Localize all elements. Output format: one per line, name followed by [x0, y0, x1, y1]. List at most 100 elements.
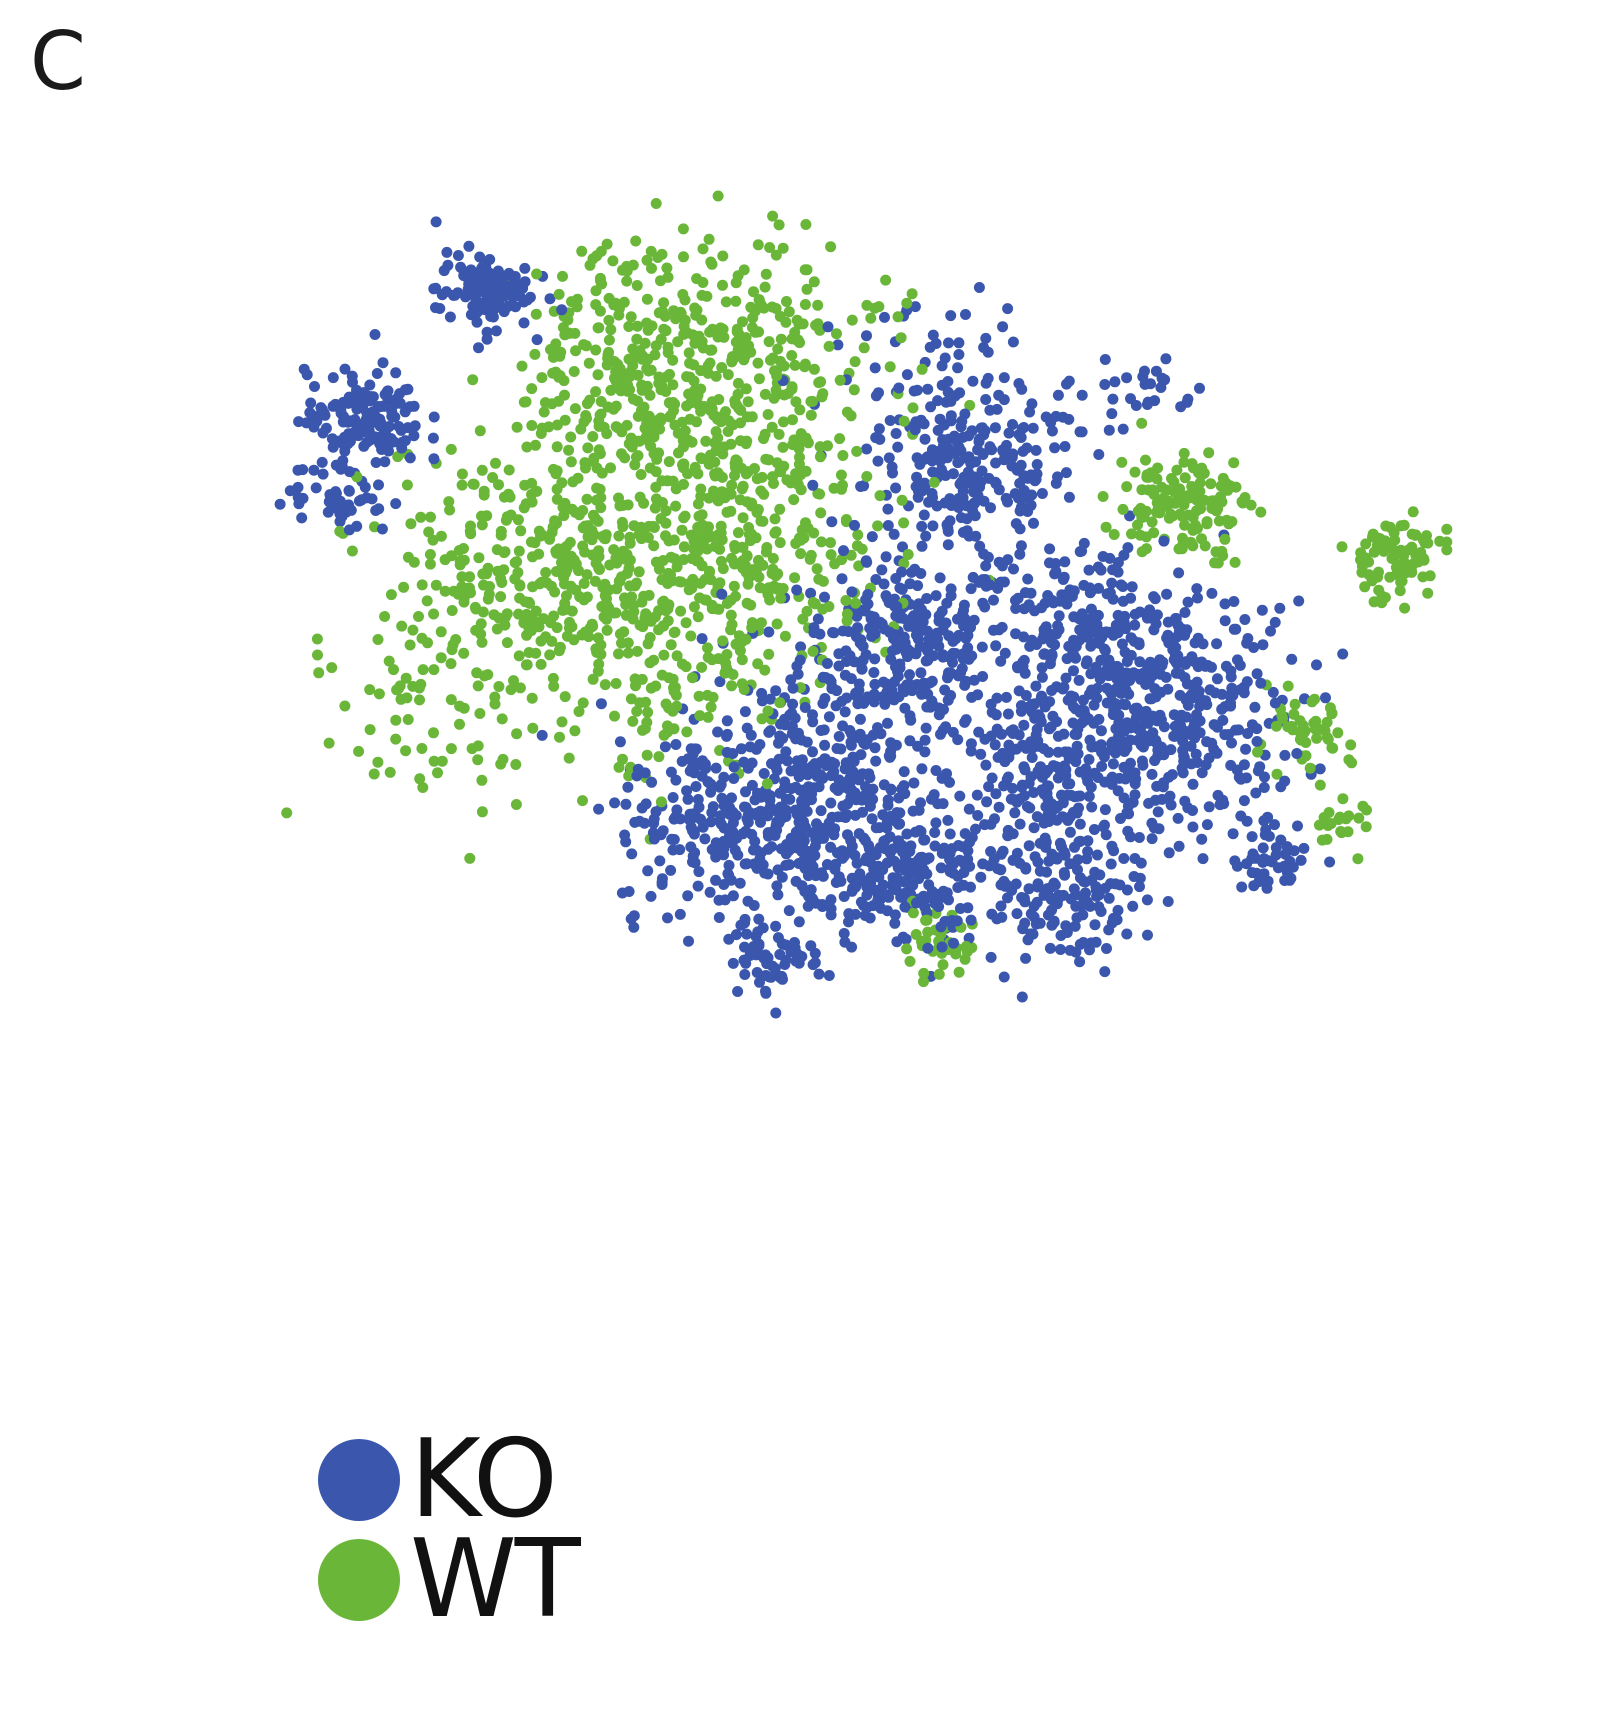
- legend-label-ko: KO: [410, 1417, 558, 1542]
- scatter-point-ko: [1116, 638, 1128, 650]
- scatter-point-ko: [903, 877, 915, 889]
- scatter-point-wt: [563, 444, 575, 456]
- scatter-point-ko: [1101, 682, 1113, 694]
- scatter-point-ko: [825, 770, 837, 782]
- scatter-point-ko: [842, 829, 853, 841]
- scatter-point-ko: [791, 584, 803, 596]
- scatter-point-wt: [667, 673, 679, 685]
- scatter-point-wt: [735, 417, 746, 429]
- scatter-point-ko: [1238, 759, 1250, 771]
- scatter-point-wt: [390, 714, 402, 726]
- scatter-point-wt: [1199, 540, 1211, 552]
- scatter-point-ko: [942, 442, 954, 454]
- scatter-point-wt: [714, 543, 726, 555]
- scatter-point-wt: [573, 706, 585, 717]
- scatter-point-ko: [832, 811, 844, 823]
- scatter-point-ko: [843, 908, 855, 920]
- scatter-point-wt: [661, 262, 673, 274]
- scatter-point-wt: [593, 420, 605, 432]
- scatter-point-wt: [1211, 505, 1222, 517]
- scatter-point-wt: [536, 576, 548, 588]
- scatter-point-ko: [926, 488, 938, 499]
- scatter-point-wt: [834, 433, 846, 445]
- scatter-point-wt: [634, 697, 646, 709]
- scatter-point-wt: [1271, 768, 1283, 780]
- scatter-point-wt: [511, 728, 523, 740]
- scatter-point-ko: [813, 968, 825, 980]
- scatter-point-ko: [390, 367, 402, 379]
- scatter-point-wt: [611, 583, 623, 595]
- scatter-point-wt: [1294, 715, 1306, 727]
- scatter-point-ko: [1034, 865, 1046, 877]
- scatter-point-ko: [1127, 796, 1139, 808]
- scatter-point-wt: [636, 379, 648, 391]
- scatter-point-ko: [1129, 767, 1141, 779]
- scatter-points: [274, 190, 1453, 1019]
- scatter-point-ko: [1018, 654, 1030, 666]
- scatter-point-ko: [1173, 625, 1185, 637]
- scatter-point-ko: [971, 789, 983, 801]
- scatter-point-ko: [913, 485, 924, 497]
- scatter-point-ko: [947, 647, 959, 659]
- scatter-point-wt: [445, 443, 457, 455]
- scatter-point-wt: [715, 520, 727, 532]
- scatter-point-ko: [1238, 795, 1250, 807]
- scatter-point-ko: [810, 897, 822, 909]
- scatter-point-wt: [685, 397, 697, 409]
- scatter-point-ko: [926, 675, 938, 687]
- scatter-point-wt: [732, 527, 744, 539]
- scatter-point-ko: [1130, 400, 1142, 411]
- scatter-point-wt: [725, 624, 737, 636]
- scatter-point-wt: [648, 431, 660, 443]
- scatter-point-wt: [416, 743, 428, 754]
- scatter-point-ko: [728, 761, 740, 773]
- scatter-point-wt: [805, 396, 817, 407]
- scatter-point-ko: [544, 293, 556, 305]
- scatter-point-ko: [1142, 929, 1153, 941]
- scatter-point-ko: [870, 574, 882, 585]
- scatter-point-wt: [718, 653, 730, 665]
- scatter-point-ko: [787, 682, 799, 694]
- scatter-point-ko: [830, 877, 842, 888]
- scatter-point-ko: [915, 667, 927, 679]
- scatter-point-ko: [740, 786, 751, 798]
- scatter-point-wt: [481, 568, 492, 580]
- scatter-point-wt: [676, 524, 688, 536]
- scatter-point-wt: [548, 610, 560, 622]
- scatter-point-ko: [1046, 425, 1058, 437]
- scatter-point-ko: [1033, 740, 1045, 752]
- scatter-point-ko: [1258, 868, 1270, 880]
- scatter-point-wt: [311, 633, 323, 645]
- scatter-point-wt: [778, 416, 789, 428]
- scatter-point-wt: [653, 307, 665, 319]
- scatter-point-ko: [851, 610, 863, 622]
- scatter-point-ko: [846, 586, 858, 598]
- scatter-point-wt: [1213, 515, 1225, 527]
- scatter-point-ko: [430, 282, 442, 294]
- scatter-point-ko: [863, 840, 875, 851]
- scatter-point-ko: [1026, 752, 1038, 763]
- scatter-point-wt: [797, 613, 809, 625]
- scatter-point-ko: [1191, 757, 1203, 768]
- scatter-point-wt: [478, 670, 490, 682]
- scatter-point-ko: [1029, 851, 1041, 863]
- scatter-point-ko: [1135, 673, 1146, 685]
- scatter-point-ko: [1068, 585, 1080, 597]
- scatter-point-wt: [514, 579, 526, 591]
- scatter-point-wt: [1355, 547, 1367, 559]
- scatter-point-wt: [691, 273, 703, 285]
- scatter-point-ko: [593, 803, 605, 815]
- scatter-point-ko: [967, 375, 979, 387]
- scatter-point-wt: [416, 579, 428, 591]
- scatter-point-ko: [1126, 581, 1138, 593]
- scatter-point-wt: [1166, 473, 1177, 484]
- scatter-point-ko: [434, 303, 446, 314]
- scatter-point-wt: [581, 493, 593, 505]
- scatter-point-ko: [821, 859, 833, 870]
- scatter-point-ko: [1185, 726, 1197, 738]
- scatter-point-ko: [1227, 828, 1239, 840]
- scatter-point-wt: [688, 359, 700, 371]
- scatter-point-ko: [789, 937, 800, 948]
- scatter-point-wt: [616, 516, 628, 528]
- scatter-point-ko: [980, 580, 992, 592]
